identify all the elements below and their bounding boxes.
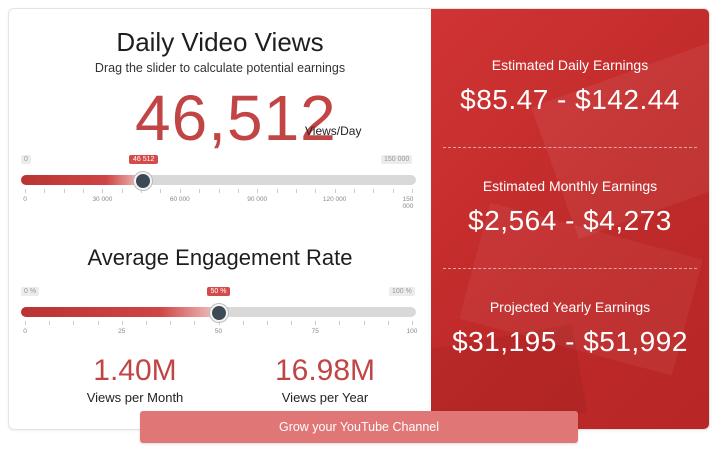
calculator-card: Daily Video Views Drag the slider to cal… xyxy=(8,8,710,430)
slider-tick xyxy=(63,189,65,193)
slider-tick xyxy=(199,189,201,193)
slider-tick xyxy=(266,321,268,325)
slider-tick xyxy=(73,321,75,325)
slider-tick xyxy=(218,321,220,325)
slider-tick xyxy=(363,321,365,325)
monthly-earnings-label: Estimated Monthly Earnings xyxy=(482,178,658,194)
slider-tick xyxy=(242,321,244,325)
engagement-value-bubble: 50 % xyxy=(206,287,231,296)
slider-tick xyxy=(121,321,123,325)
slider-tick xyxy=(194,321,196,325)
views-slider-fill xyxy=(21,175,144,185)
slider-tick xyxy=(121,189,123,193)
slider-tick xyxy=(145,321,147,325)
daily-views-value: 46,512 xyxy=(135,82,337,154)
slider-tick xyxy=(83,189,85,193)
slider-tick xyxy=(387,321,389,325)
views-title: Daily Video Views xyxy=(116,27,324,57)
slider-tick xyxy=(237,189,239,193)
slider-tick-label: 50 xyxy=(214,328,223,335)
views-unit: Views/Day xyxy=(305,124,362,138)
slider-tick xyxy=(25,189,26,193)
slider-tick xyxy=(315,189,317,193)
slider-tick-label: 120 000 xyxy=(322,196,347,203)
slider-tick xyxy=(295,189,297,193)
slider-tick-label: 60 000 xyxy=(169,196,190,203)
slider-tick xyxy=(170,321,172,325)
engagement-min-label: 0 % xyxy=(21,287,40,296)
monthly-views-value: 1.40M xyxy=(93,354,177,387)
slider-tick xyxy=(102,189,104,193)
slider-tick-label: 150 000 xyxy=(402,196,414,210)
slider-tick-label: 75 xyxy=(311,328,319,335)
slider-tick xyxy=(160,189,162,193)
slider-tick xyxy=(373,189,375,193)
yearly-views-label: Views per Year xyxy=(281,390,369,405)
engagement-max-label: 100 % xyxy=(389,287,415,296)
daily-earnings-value: $85.47 - $142.44 xyxy=(460,84,680,115)
slider-tick xyxy=(44,189,46,193)
slider-tick xyxy=(97,321,99,325)
daily-earnings-label: Estimated Daily Earnings xyxy=(491,57,649,73)
earnings-divider xyxy=(443,147,697,148)
slider-tick-label: 0 xyxy=(23,196,27,203)
slider-tick-label: 30 000 xyxy=(92,196,113,203)
slider-tick xyxy=(412,321,413,325)
slider-tick xyxy=(25,321,26,325)
yearly-earnings-label: Projected Yearly Earnings xyxy=(489,299,651,315)
slider-tick xyxy=(291,321,293,325)
engagement-title: Average Engagement Rate xyxy=(87,245,353,270)
engagement-slider-fill xyxy=(21,307,219,317)
views-value-bubble: 46 512 xyxy=(128,155,159,164)
views-subtitle: Drag the slider to calculate potential e… xyxy=(94,61,346,75)
slider-tick-label: 0 xyxy=(23,328,27,335)
slider-tick xyxy=(392,189,394,193)
views-slider-thumb[interactable] xyxy=(134,172,153,190)
slider-tick-label: 100 xyxy=(406,328,418,335)
slider-tick xyxy=(339,321,341,325)
views-max-label: 150 000 xyxy=(381,155,413,164)
slider-tick xyxy=(334,189,336,193)
slider-tick xyxy=(353,189,355,193)
slider-tick xyxy=(257,189,259,193)
yearly-earnings-value: $31,195 - $51,992 xyxy=(452,326,688,357)
slider-tick xyxy=(49,321,51,325)
grow-channel-button[interactable]: Grow your YouTube Channel xyxy=(140,411,578,443)
views-slider-track[interactable] xyxy=(21,175,416,185)
slider-tick xyxy=(276,189,278,193)
earnings-panel: Estimated Daily Earnings $85.47 - $142.4… xyxy=(431,9,709,429)
slider-tick xyxy=(315,321,317,325)
slider-tick-label: 25 xyxy=(118,328,126,335)
earnings-divider xyxy=(443,268,697,269)
engagement-slider-thumb[interactable] xyxy=(209,304,228,322)
views-min-label: 0 xyxy=(21,155,31,164)
slider-tick xyxy=(179,189,181,193)
monthly-views-label: Views per Month xyxy=(86,390,184,405)
input-panel: Daily Video Views Drag the slider to cal… xyxy=(9,9,431,429)
slider-tick xyxy=(218,189,220,193)
slider-tick xyxy=(141,189,143,193)
slider-tick-label: 90 000 xyxy=(247,196,268,203)
slider-tick xyxy=(412,189,413,193)
monthly-earnings-value: $2,564 - $4,273 xyxy=(468,205,672,236)
yearly-views-value: 16.98M xyxy=(274,354,376,387)
